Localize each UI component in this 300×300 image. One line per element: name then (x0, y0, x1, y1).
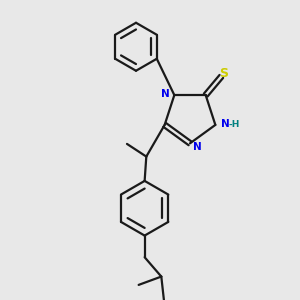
Text: S: S (220, 67, 229, 80)
Text: N: N (161, 89, 170, 99)
Text: N: N (193, 142, 201, 152)
Text: N: N (221, 119, 230, 129)
Text: -H: -H (228, 120, 240, 129)
